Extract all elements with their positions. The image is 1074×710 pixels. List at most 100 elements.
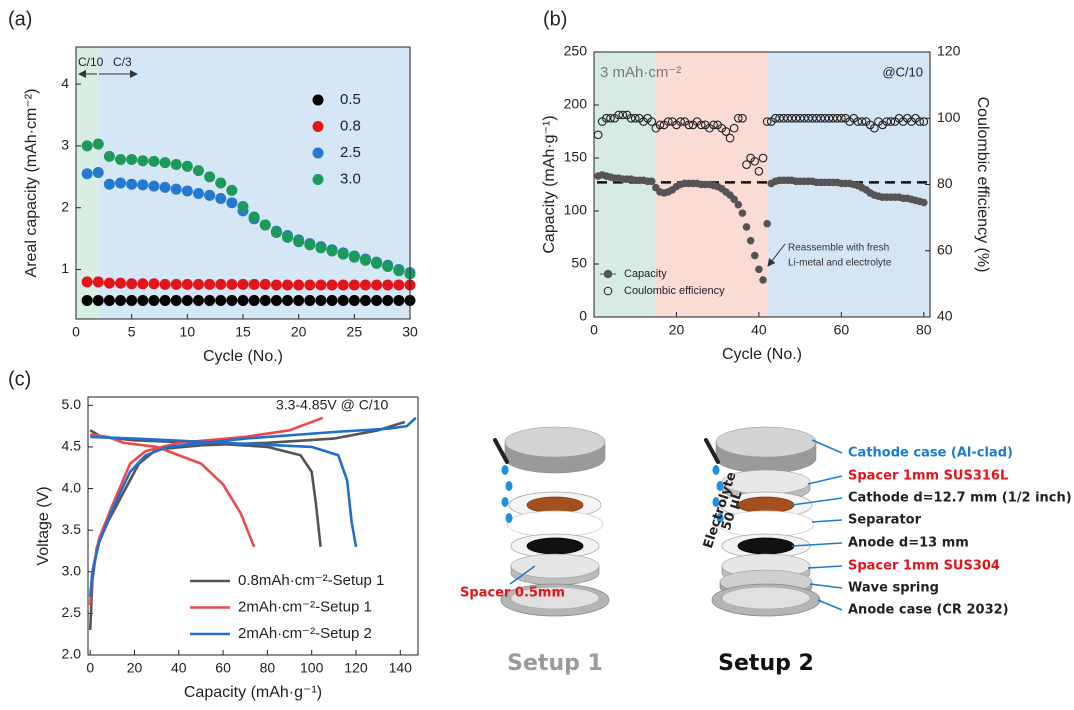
- data-point: [729, 123, 739, 133]
- data-point: [742, 223, 751, 231]
- data-point: [237, 278, 249, 290]
- panel-label: (b): [543, 8, 567, 30]
- y-tick-label: 200: [564, 96, 588, 112]
- data-point: [915, 117, 925, 126]
- x-tick-label: 40: [751, 322, 767, 338]
- data-point: [81, 140, 93, 152]
- legend-marker: [603, 286, 613, 296]
- legend-marker: [312, 94, 324, 106]
- legend-label: Coulombic efficiency: [624, 285, 725, 297]
- annotation-arrow: [767, 243, 786, 267]
- data-point: [204, 189, 216, 201]
- data-point: [754, 166, 764, 176]
- cell-part: [737, 537, 795, 555]
- x-tick-label: 120: [344, 660, 368, 676]
- electrolyte-drop: [505, 513, 513, 523]
- data-point: [795, 113, 805, 123]
- data-point: [248, 211, 260, 223]
- x-tick-label: 30: [402, 324, 418, 340]
- data-point: [326, 294, 338, 306]
- legend-marker: [312, 174, 324, 185]
- x-axis-label: Cycle (No.): [203, 348, 283, 365]
- part-label: Separator: [848, 513, 922, 528]
- data-point: [170, 278, 182, 290]
- data-point: [170, 158, 182, 170]
- x-tick-label: 100: [300, 660, 324, 676]
- panel-label: (a): [8, 8, 32, 30]
- data-point: [215, 177, 227, 189]
- data-point: [618, 110, 628, 120]
- annotation: Reassemble with fresh: [788, 243, 889, 254]
- data-line: [88, 416, 417, 597]
- shaded-region: [76, 47, 99, 319]
- data-point: [393, 265, 405, 277]
- data-point: [655, 120, 665, 130]
- data-point: [315, 279, 327, 291]
- data-point: [293, 279, 305, 291]
- data-point: [647, 177, 656, 186]
- data-point: [226, 278, 238, 290]
- data-point: [820, 113, 830, 123]
- x-tick-label: 40: [171, 660, 187, 676]
- data-point: [326, 279, 338, 291]
- data-point: [248, 294, 260, 306]
- data-point: [237, 200, 249, 212]
- data-point: [115, 277, 127, 289]
- annotation: @C/10: [882, 64, 923, 79]
- part-label: Cathode d=12.7 mm (1/2 inch): [848, 491, 1072, 506]
- data-point: [226, 197, 238, 209]
- data-point: [359, 279, 371, 291]
- x-tick-label: 0: [86, 660, 94, 676]
- data-point: [192, 188, 204, 200]
- data-point: [828, 113, 838, 123]
- dropper: [493, 438, 509, 464]
- y-tick-label: 3.0: [62, 562, 82, 578]
- data-point: [348, 294, 360, 306]
- data-point: [92, 276, 104, 288]
- data-point: [359, 294, 371, 306]
- data-point: [799, 113, 809, 123]
- y2-tick-label: 60: [937, 241, 953, 257]
- data-point: [304, 294, 316, 306]
- data-point: [270, 226, 282, 238]
- data-point: [382, 260, 394, 272]
- data-point: [148, 278, 160, 290]
- legend-label: Capacity: [624, 268, 667, 280]
- leader-line: [807, 475, 843, 485]
- data-point: [192, 294, 204, 306]
- data-point: [293, 294, 305, 306]
- data-point: [738, 113, 747, 123]
- data-point: [159, 181, 171, 193]
- leader-line: [791, 497, 843, 506]
- data-point: [783, 113, 793, 123]
- data-point: [348, 251, 360, 263]
- data-point: [159, 278, 171, 290]
- data-point: [137, 278, 149, 290]
- electrolyte-drop: [716, 513, 724, 523]
- electrolyte-drop: [712, 465, 720, 475]
- electrolyte-drop: [501, 465, 509, 475]
- y-axis-label: Voltage (V): [35, 486, 52, 565]
- data-point: [663, 117, 673, 126]
- dropper: [704, 438, 720, 464]
- data-point: [758, 153, 768, 163]
- electrolyte-drop: [716, 481, 724, 491]
- data-point: [204, 278, 216, 290]
- data-point: [734, 200, 743, 209]
- data-point: [126, 178, 138, 190]
- data-point: [730, 195, 738, 204]
- data-point: [215, 294, 227, 306]
- x-tick-label: 25: [347, 324, 363, 340]
- part-label: Anode case (CR 2032): [848, 603, 1009, 618]
- legend-label: 0.8mAh·cm⁻²-Setup 1: [238, 572, 384, 589]
- y-tick-label: 1: [61, 260, 69, 276]
- leader-line: [811, 519, 843, 523]
- data-point: [137, 179, 149, 191]
- data-point: [148, 180, 160, 192]
- data-point: [920, 198, 928, 207]
- cell-part: [526, 537, 584, 555]
- data-point: [808, 113, 817, 123]
- data-point: [181, 160, 193, 172]
- data-point: [750, 251, 759, 260]
